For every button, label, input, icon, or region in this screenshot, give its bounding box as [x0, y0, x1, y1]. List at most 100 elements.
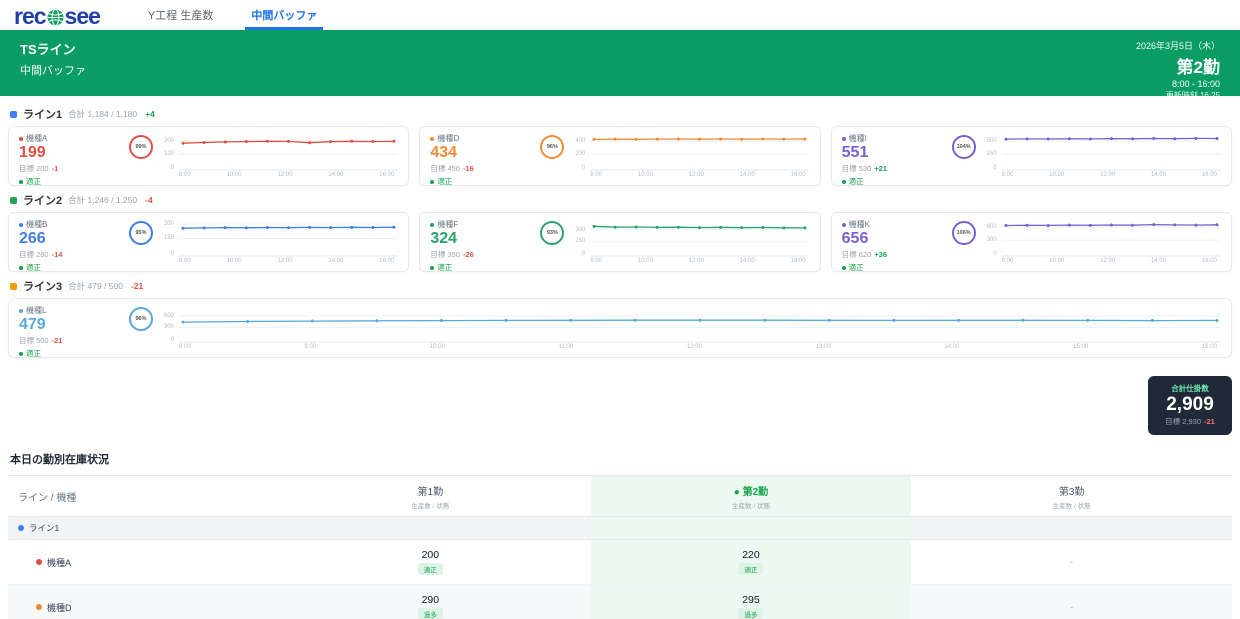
banner-updated-time: 更新時刻 16:25	[1165, 91, 1220, 100]
banner-line-name: TSライン	[20, 42, 76, 57]
machine-name-label: 機種D	[437, 134, 460, 143]
machine-name: 機種K	[841, 219, 946, 230]
sparkline-svg	[179, 223, 398, 257]
machine-name-label: 機種A	[26, 134, 48, 143]
machine-chart: 400 200 0 8:00 10:00 12:00 14:00 16:00	[570, 133, 810, 181]
machine-status: 適正	[430, 176, 534, 187]
section-name: ライン3	[23, 281, 63, 293]
y-tick-label: 100	[163, 151, 174, 158]
y-tick-label: 500	[986, 138, 997, 145]
machine-diff: -26	[462, 250, 474, 259]
x-tick-label: 11:00	[558, 344, 574, 350]
shift-stock-table-block: 本日の勤別在庫状況 ライン / 機種 第1勤 生産数 / 状態 ● 第2勤 生産数 / …	[0, 435, 1240, 619]
chart-x-axis-labels: 8:00 10:00 12:00 14:00 16:00	[159, 172, 398, 181]
machine-diff: +21	[874, 164, 887, 173]
machine-name: 機種L	[19, 305, 123, 316]
section-header: ライン1 合計 1,184 / 1,180 +4	[10, 106, 1232, 122]
tab-active[interactable]: 中間バッファ	[245, 1, 324, 30]
machine-gauge: 96%	[129, 307, 153, 331]
x-tick-label: 10:00	[1049, 258, 1065, 264]
sparkline-svg	[1001, 136, 1221, 171]
cards-row: 機種A 199 目標 200 -1 適正 99% 200 100 0 8:00 10:00 12:00…	[8, 126, 1232, 186]
y-tick-label: 600	[163, 312, 174, 319]
x-tick-label: 16:00	[379, 172, 395, 178]
table-header-machine: ライン / 機種	[18, 493, 77, 504]
shift-header-sublabel: 生産数 / 状態	[732, 503, 770, 510]
cards-row: 機種B 266 目標 280 -14 適正 95% 300 150 0 8:00 10:00 12:0…	[8, 212, 1232, 272]
section-name: ライン1	[23, 109, 63, 121]
chart-x-axis-labels: 8:00 9:00 10:00 11:00 12:00 13:00 14:00 15:00 16…	[159, 344, 1221, 353]
machine-status: 適正	[19, 348, 123, 359]
status-dot-icon	[430, 179, 435, 184]
chart-x-axis-labels: 8:00 10:00 12:00 14:00 16:00	[159, 258, 398, 267]
machine-color-dot	[841, 222, 846, 227]
machine-info: 機種K 656 目標 620 +36 適正	[841, 219, 946, 272]
x-tick-label: 10:00	[429, 344, 445, 350]
x-tick-label: 10:00	[1049, 172, 1065, 178]
section-diff: +4	[145, 109, 155, 119]
machine-chart: 300 150 0 8:00 10:00 12:00 14:00 16:00	[570, 219, 810, 267]
machine-diff: -21	[51, 336, 63, 345]
section-total: 合計 479 / 500	[68, 281, 123, 291]
shift-value-cell: -	[911, 540, 1232, 584]
machine-card: 機種D 434 目標 450 -16 適正 96% 400 200 0 8:00 10:00 12:0…	[419, 126, 821, 187]
section-bullet-icon	[10, 110, 17, 118]
sparkline-svg	[590, 137, 810, 171]
x-tick-label: 16:00	[1201, 172, 1217, 178]
machine-color-dot	[19, 308, 23, 313]
section-bullet-icon	[10, 196, 17, 204]
x-tick-label: 12:00	[277, 172, 293, 178]
status-label: 適正	[26, 263, 41, 272]
line-color-dot	[18, 525, 24, 531]
machine-info: 機種A 199 目標 200 -1 適正	[19, 133, 123, 186]
table-row: 機種A 200 適正 220 適正 -	[8, 540, 1232, 585]
recosee-logo: rec see	[14, 3, 101, 29]
empty-value: -	[1070, 557, 1074, 567]
machine-color-dot	[19, 222, 23, 227]
banner-date: 2026年3月5日（木）	[1135, 41, 1220, 51]
section-header: ライン2 合計 1,246 / 1,250 -4	[10, 192, 1232, 208]
machine-color-dot	[36, 604, 42, 610]
machine-value: 199	[19, 144, 46, 161]
shift-header-label: ● 第2勤	[733, 487, 769, 498]
production-count: 220	[742, 549, 760, 561]
machine-info: 機種I 551 目標 530 +21 適正	[841, 133, 946, 186]
machine-color-dot	[841, 136, 846, 141]
tab-inactive[interactable]: Y工程 生産数	[147, 10, 214, 22]
x-tick-label: 14:00	[1151, 172, 1167, 178]
y-tick-label: 300	[163, 324, 174, 331]
machine-gauge: 104%	[951, 135, 976, 159]
table-group-row: ライン1	[8, 517, 1232, 540]
y-tick-label: 0	[993, 165, 997, 171]
row-machine-label: 機種A	[47, 557, 72, 568]
y-tick-label: 0	[170, 165, 174, 171]
machine-value: 266	[19, 230, 46, 247]
machine-diff: -14	[51, 250, 63, 259]
shift-value-cell: -	[911, 585, 1232, 619]
status-dot-icon	[841, 265, 846, 270]
status-label: 適正	[848, 177, 864, 186]
status-dot-icon	[841, 179, 846, 184]
x-tick-label: 16:00	[790, 172, 806, 178]
machine-value: 479	[19, 316, 46, 333]
x-tick-label: 10:00	[226, 258, 242, 264]
y-tick-label: 300	[575, 226, 586, 233]
shift-header-label: 第1勤	[417, 487, 444, 498]
machine-info: 機種F 324 目標 350 -26 適正	[430, 219, 534, 272]
section-bullet-icon	[10, 282, 17, 290]
y-tick-label: 250	[986, 151, 997, 158]
x-tick-label: 13:00	[815, 344, 831, 350]
x-tick-label: 8:00	[179, 344, 191, 350]
y-tick-label: 300	[986, 237, 997, 244]
status-badge: 過多	[738, 608, 764, 619]
y-tick-label: 0	[170, 251, 174, 257]
production-count: 295	[742, 594, 760, 606]
sparkline-svg	[179, 139, 398, 171]
x-tick-label: 12:00	[688, 258, 704, 264]
machine-status: 適正	[19, 262, 123, 273]
x-tick-label: 12:00	[1100, 172, 1116, 178]
status-dot-icon	[19, 179, 23, 184]
machine-target: 目標 350 -26	[430, 250, 474, 259]
machine-gauge: 106%	[951, 221, 976, 245]
status-label: 適正	[26, 177, 41, 186]
